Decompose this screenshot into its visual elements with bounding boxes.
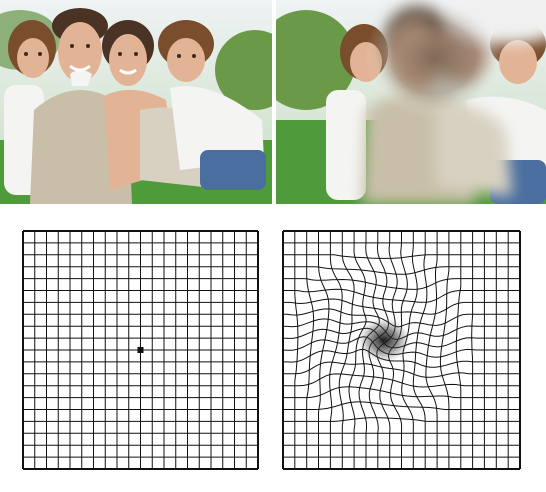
grid-line-horizontal (283, 386, 520, 399)
boy-face (167, 38, 205, 82)
grid-line-vertical (412, 231, 428, 469)
central-smudge (364, 0, 504, 118)
amsler-grid-distorted-art (282, 230, 521, 470)
family-photo-blurred-art (276, 0, 546, 204)
girl-body (326, 90, 366, 200)
grid-line-vertical (471, 231, 474, 469)
boy-shirt (170, 86, 264, 170)
boy-jeans (200, 150, 266, 190)
amsler-grid-normal-art (22, 230, 259, 470)
man-collar (70, 70, 92, 86)
grid-line-horizontal (283, 373, 520, 388)
grid-line-vertical (455, 231, 462, 469)
amsler-grid-distorted (282, 230, 521, 470)
boy-face (499, 40, 537, 84)
grid-line-horizontal (283, 401, 520, 410)
grid-line-horizontal (283, 417, 520, 422)
scotoma-spot (358, 318, 411, 363)
man-face (58, 22, 102, 82)
tree-foliage (276, 10, 356, 110)
amsler-grid-normal (22, 230, 259, 470)
family-photo-normal-art (0, 0, 272, 204)
girl-face (17, 38, 49, 78)
family-photo-blurred (276, 0, 546, 204)
grid-line-horizontal (283, 361, 520, 378)
grid-line-vertical (425, 231, 438, 469)
family-photo-normal (0, 0, 272, 204)
grid-line-vertical (439, 231, 450, 469)
fixation-dot (137, 347, 144, 353)
tree-foliage (215, 30, 272, 110)
woman-face (109, 34, 147, 86)
